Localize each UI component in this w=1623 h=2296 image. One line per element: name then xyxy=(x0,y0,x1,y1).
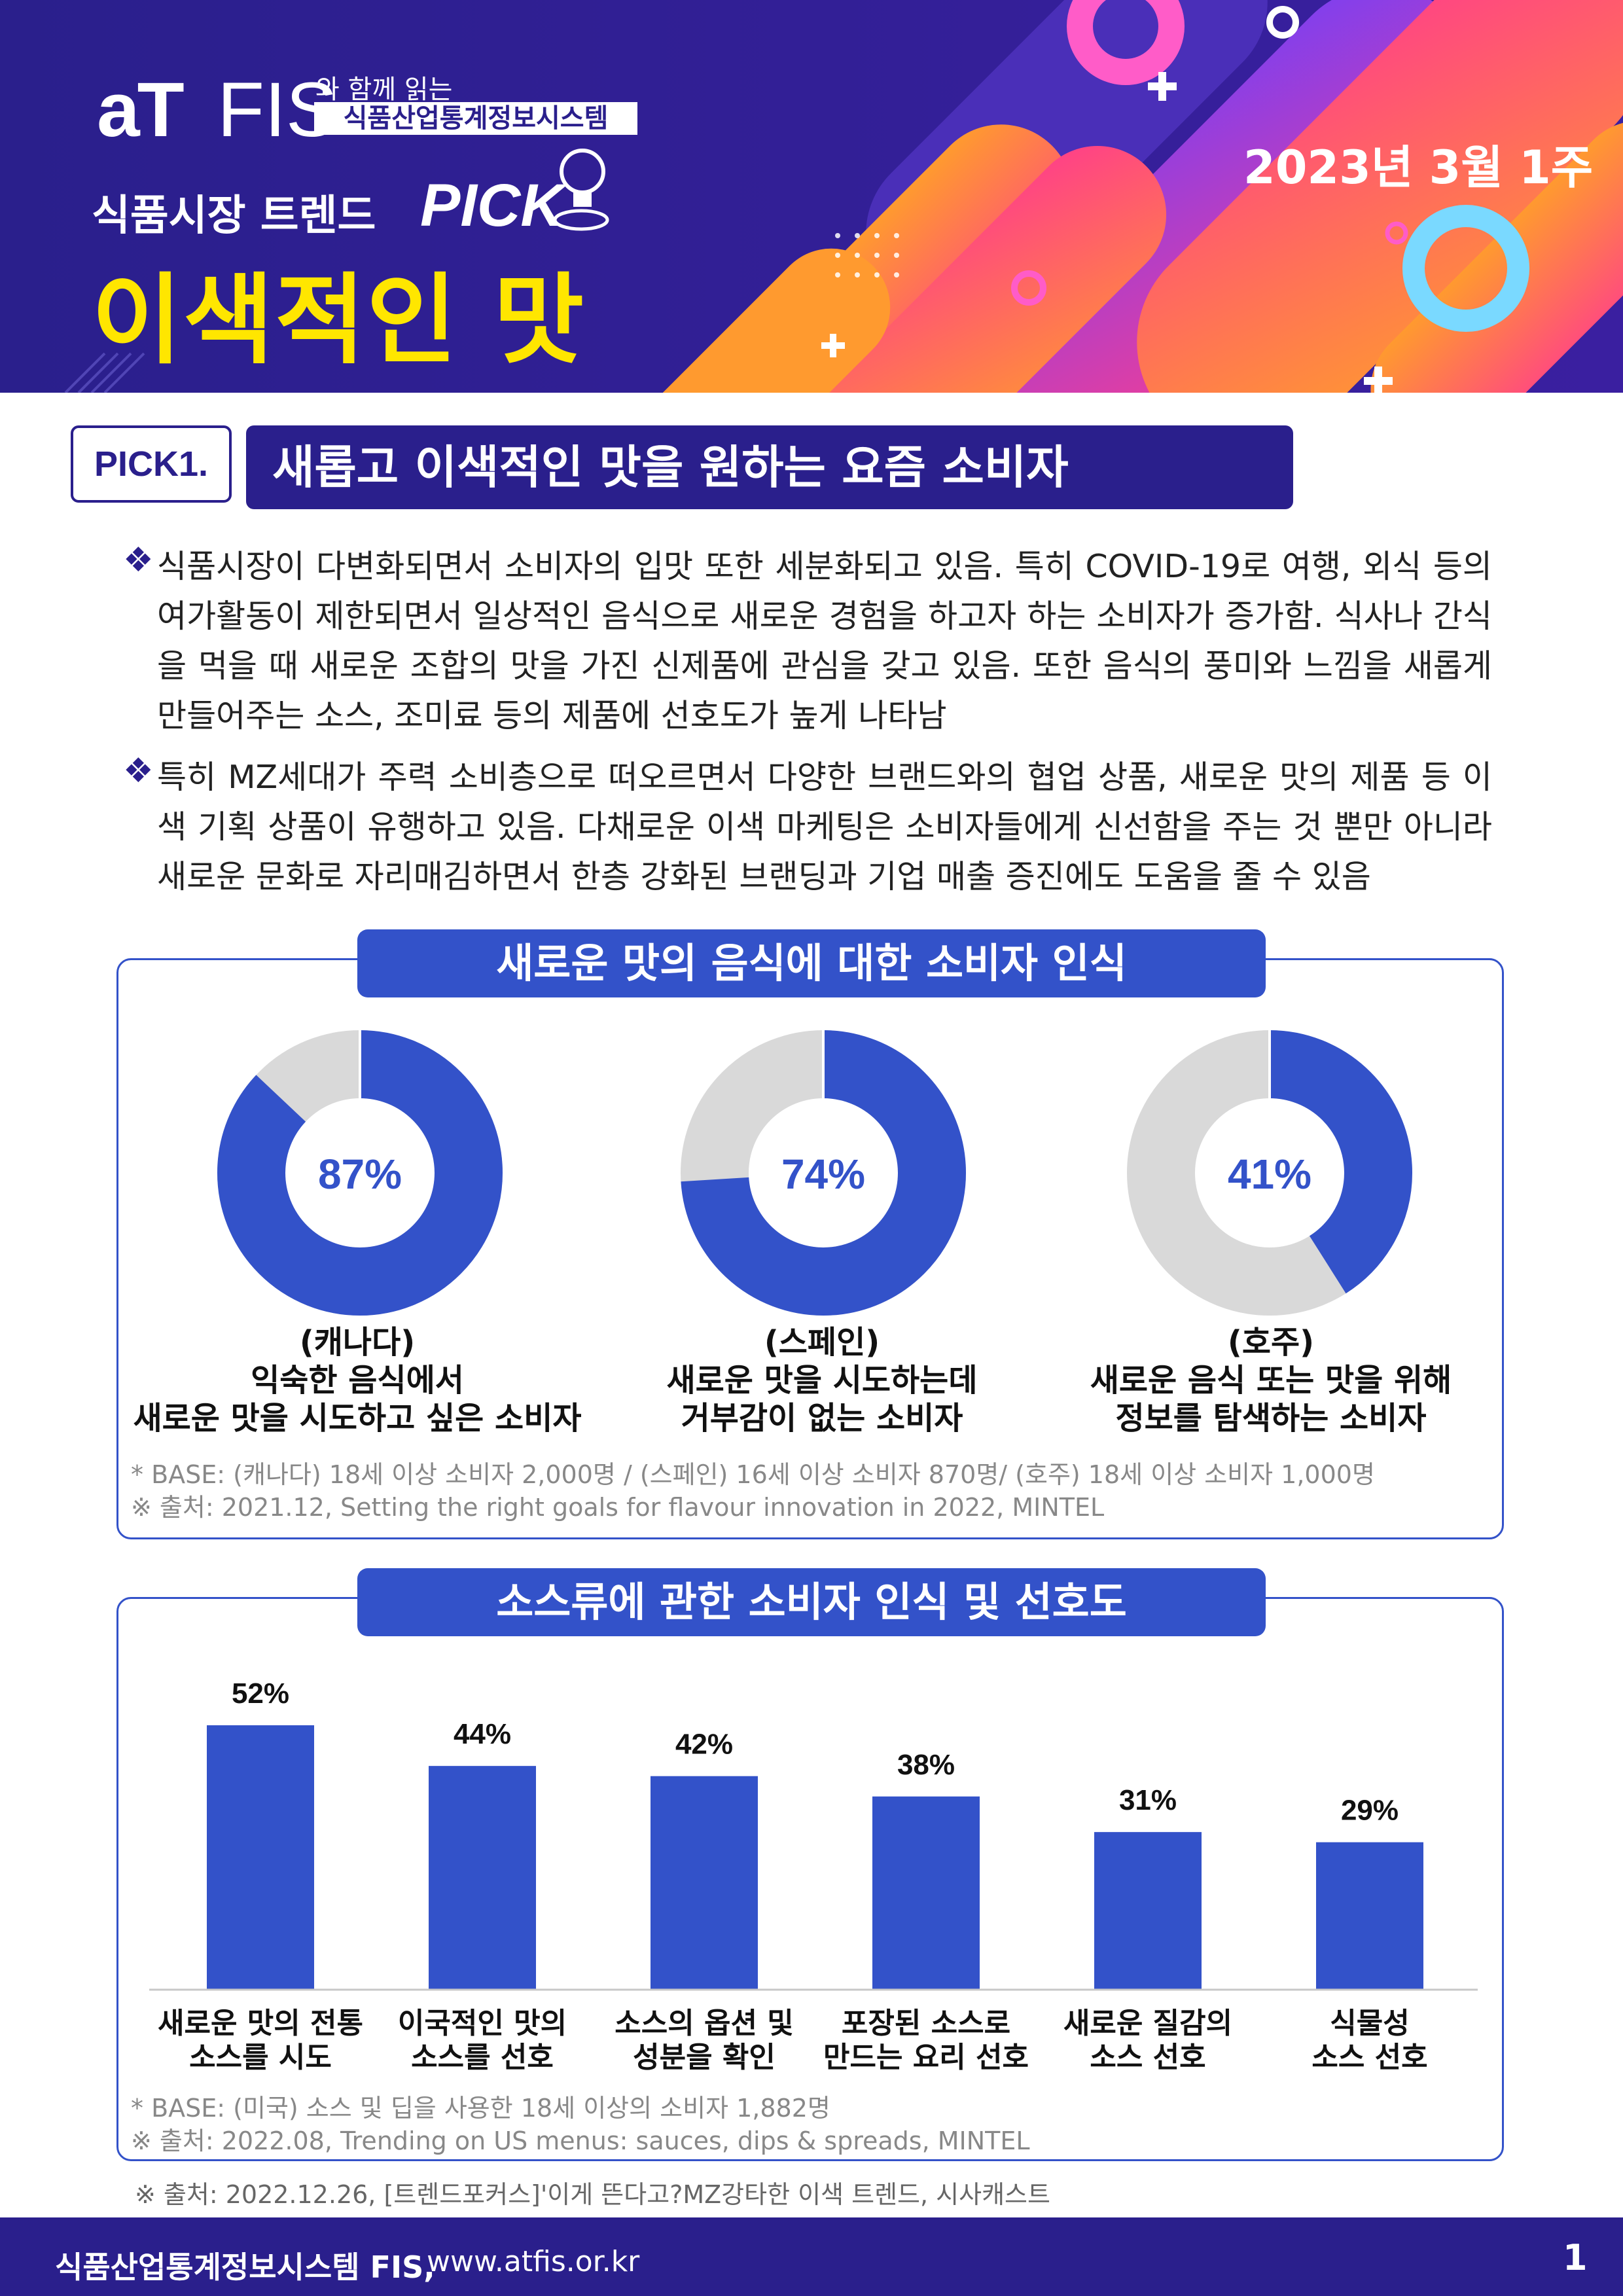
report-date: 2023년 3월 1주 xyxy=(1243,141,1594,194)
caption-line: 새로운 맛을 시도하고 싶은 소비자 xyxy=(133,1400,582,1437)
bar-category-label: 새로운 질감의 소스 선호 xyxy=(1043,2007,1253,2075)
bar-category-line: 소스 선호 xyxy=(1311,2041,1428,2074)
panel1-title: 새로운 맛의 음식에 대한 소비자 인식 xyxy=(357,929,1266,997)
logo-at: aT xyxy=(97,67,185,153)
caption-country: (호주) xyxy=(1227,1324,1315,1361)
caption-country: (스페인) xyxy=(764,1324,880,1361)
caption-line: 익숙한 음식에서 xyxy=(251,1362,464,1399)
footer-source-note: ※ 출처: 2022.12.26, [트렌드포커스]'이게 뜬다고?MZ강타한 … xyxy=(135,2180,1050,2209)
panel2-source-note: ※ 출처: 2022.08, Trending on US menus: sau… xyxy=(131,2126,1030,2155)
bar xyxy=(651,1776,758,1990)
bar-category-label: 포장된 소스로 만드는 요리 선호 xyxy=(821,2007,1031,2075)
footer-url-link[interactable]: www.atfis.or.kr xyxy=(427,2245,640,2278)
section-headline: 새롭고 이색적인 맛을 원하는 요즘 소비자 xyxy=(246,425,1293,509)
bar-category-line: 소스 선호 xyxy=(1090,2041,1206,2074)
caption-line: 정보를 탐색하는 소비자 xyxy=(1115,1400,1427,1437)
bar-category-line: 새로운 질감의 xyxy=(1063,2007,1233,2040)
panel1-source-note: ※ 출처: 2021.12, Setting the right goals f… xyxy=(131,1493,1105,1522)
bar-category-line: 새로운 맛의 전통 xyxy=(158,2007,363,2040)
header-banner xyxy=(0,0,1623,393)
donut-charts: 87% 74% 41% xyxy=(217,1030,1412,1316)
bar xyxy=(429,1766,536,1990)
trend-label: 식품시장 트렌드 xyxy=(92,192,376,240)
logo-system-name: 식품산업통계정보시스템 xyxy=(314,102,637,135)
donut-value-label: 41% xyxy=(1228,1151,1311,1198)
bar-category-line: 소스를 선호 xyxy=(411,2041,554,2074)
panel2-title: 소스류에 관한 소비자 인식 및 선호도 xyxy=(357,1568,1266,1636)
bullet-icon: ❖ xyxy=(123,751,154,791)
bar-value-label: 44% xyxy=(454,1718,511,1750)
bar-category-line: 소스를 시도 xyxy=(189,2041,332,2074)
bar-chart: 52% 44% 42% 38% 31% 29% xyxy=(149,1677,1478,1991)
donut-value-label: 87% xyxy=(318,1151,402,1198)
paragraph-1: 식품시장이 다변화되면서 소비자의 입맛 또한 세분화되고 있음. 특히 COV… xyxy=(157,548,1492,734)
bar-value-label: 29% xyxy=(1341,1795,1399,1827)
page-number: 1 xyxy=(1563,2237,1588,2278)
bar-category-label: 소스의 옵션 및 성분을 확인 xyxy=(599,2007,809,2075)
page-title: 이색적인 맛 xyxy=(92,264,586,378)
pick-badge: PICK1. xyxy=(71,425,232,503)
bar-category-line: 만드는 요리 선호 xyxy=(823,2041,1029,2074)
bar-category-line: 포장된 소스로 xyxy=(841,2007,1011,2040)
bar-category-line: 이국적인 맛의 xyxy=(397,2007,567,2040)
pick-word: PICK xyxy=(420,172,564,239)
bar-category-line: 소스의 옵션 및 xyxy=(615,2007,794,2040)
bar xyxy=(872,1796,980,1990)
bar-value-label: 31% xyxy=(1119,1784,1177,1816)
bullet-icon: ❖ xyxy=(123,541,154,580)
caption-country: (캐나다) xyxy=(299,1324,416,1361)
bar-category-line: 성분을 확인 xyxy=(633,2041,776,2074)
bar-value-label: 42% xyxy=(675,1729,733,1761)
bar xyxy=(207,1725,314,1990)
bar-value-label: 38% xyxy=(897,1749,955,1781)
caption-line: 새로운 음식 또는 맛을 위해 xyxy=(1090,1362,1452,1399)
donut-value-label: 74% xyxy=(781,1151,865,1198)
bar-category-label: 식물성 소스 선호 xyxy=(1265,2007,1474,2075)
footer-organization: 식품산업통계정보시스템 FIS, xyxy=(55,2250,435,2285)
bar-category-label: 새로운 맛의 전통 소스를 시도 xyxy=(156,2007,365,2075)
footer-bar xyxy=(0,2217,1623,2296)
panel1-base-note: * BASE: (캐나다) 18세 이상 소비자 2,000명 / (스페인) … xyxy=(131,1460,1375,1489)
bar-category-line: 식물성 xyxy=(1330,2007,1410,2040)
bar-category-label: 이국적인 맛의 소스를 선호 xyxy=(378,2007,587,2075)
paragraph-2: 특히 MZ세대가 주력 소비층으로 떠오르면서 다양한 브랜드와의 협업 상품,… xyxy=(157,759,1492,895)
donut-caption-spain: (스페인) 새로운 맛을 시도하는데 거부감이 없는 소비자 xyxy=(593,1323,1051,1437)
logo-tagline: 와 함께 읽는 xyxy=(315,75,453,105)
lightbulb-icon xyxy=(553,149,609,231)
donut-caption-australia: (호주) 새로운 음식 또는 맛을 위해 정보를 탐색하는 소비자 xyxy=(1042,1323,1500,1437)
banner-decoration xyxy=(0,0,1623,393)
panel2-base-note: * BASE: (미국) 소스 및 딥을 사용한 18세 이상의 소비자 1,8… xyxy=(131,2094,830,2123)
caption-line: 거부감이 없는 소비자 xyxy=(681,1400,963,1437)
bar xyxy=(1316,1842,1423,1990)
caption-line: 새로운 맛을 시도하는데 xyxy=(666,1362,978,1399)
bar xyxy=(1094,1832,1202,1990)
donut-caption-canada: (캐나다) 익숙한 음식에서 새로운 맛을 시도하고 싶은 소비자 xyxy=(128,1323,586,1437)
bar-value-label: 52% xyxy=(232,1677,289,1710)
